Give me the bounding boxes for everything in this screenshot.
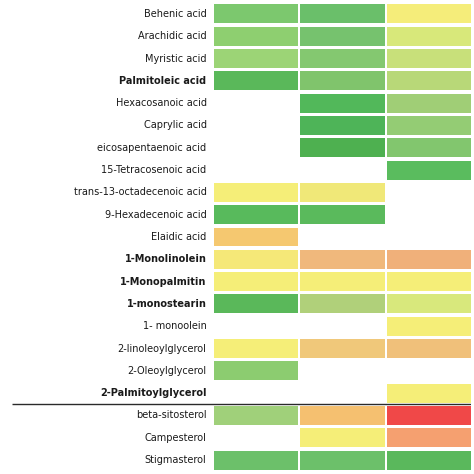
Bar: [387, 116, 471, 135]
Bar: [300, 294, 384, 313]
Bar: [300, 72, 384, 91]
Bar: [387, 161, 471, 180]
Bar: [214, 49, 298, 68]
Bar: [387, 27, 471, 46]
Text: 1-Monolinolein: 1-Monolinolein: [125, 255, 207, 264]
Text: 1- monoolein: 1- monoolein: [143, 321, 207, 331]
Text: Caprylic acid: Caprylic acid: [144, 120, 207, 130]
Bar: [214, 339, 298, 358]
Bar: [387, 317, 471, 336]
Bar: [214, 27, 298, 46]
Bar: [387, 138, 471, 157]
Bar: [214, 451, 298, 470]
Text: Behenic acid: Behenic acid: [144, 9, 207, 19]
Bar: [214, 406, 298, 425]
Text: 2-Palmitoylglycerol: 2-Palmitoylglycerol: [100, 388, 207, 398]
Bar: [387, 451, 471, 470]
Bar: [300, 94, 384, 113]
Bar: [387, 294, 471, 313]
Bar: [300, 406, 384, 425]
Bar: [387, 94, 471, 113]
Text: Campesterol: Campesterol: [145, 433, 207, 443]
Text: Myristic acid: Myristic acid: [145, 54, 207, 64]
Bar: [300, 428, 384, 447]
Bar: [387, 49, 471, 68]
Bar: [300, 272, 384, 291]
Text: Hexacosanoic acid: Hexacosanoic acid: [116, 98, 207, 108]
Bar: [214, 294, 298, 313]
Text: beta-sitosterol: beta-sitosterol: [136, 410, 207, 420]
Text: Palmitoleic acid: Palmitoleic acid: [119, 76, 207, 86]
Bar: [214, 228, 298, 246]
Bar: [387, 72, 471, 91]
Text: 15-Tetracosenoic acid: 15-Tetracosenoic acid: [101, 165, 207, 175]
Bar: [300, 451, 384, 470]
Bar: [300, 116, 384, 135]
Text: 9-Hexadecenoic acid: 9-Hexadecenoic acid: [105, 210, 207, 219]
Bar: [214, 205, 298, 224]
Bar: [214, 361, 298, 380]
Text: Stigmasterol: Stigmasterol: [145, 455, 207, 465]
Bar: [387, 383, 471, 402]
Bar: [214, 72, 298, 91]
Text: 2-linoleoylglycerol: 2-linoleoylglycerol: [118, 344, 207, 354]
Bar: [387, 406, 471, 425]
Text: 2-Oleoylglycerol: 2-Oleoylglycerol: [128, 366, 207, 376]
Text: 1-Monopalmitin: 1-Monopalmitin: [120, 277, 207, 287]
Bar: [214, 4, 298, 23]
Bar: [300, 138, 384, 157]
Bar: [214, 183, 298, 202]
Bar: [387, 272, 471, 291]
Bar: [300, 4, 384, 23]
Text: 1-monostearin: 1-monostearin: [127, 299, 207, 309]
Bar: [300, 27, 384, 46]
Text: Elaidic acid: Elaidic acid: [151, 232, 207, 242]
Bar: [300, 205, 384, 224]
Bar: [387, 4, 471, 23]
Bar: [300, 183, 384, 202]
Bar: [300, 339, 384, 358]
Bar: [387, 339, 471, 358]
Text: trans-13-octadecenoic acid: trans-13-octadecenoic acid: [73, 187, 207, 197]
Bar: [214, 272, 298, 291]
Bar: [387, 428, 471, 447]
Bar: [300, 250, 384, 269]
Bar: [387, 250, 471, 269]
Text: Arachidic acid: Arachidic acid: [138, 31, 207, 41]
Text: eicosapentaenoic acid: eicosapentaenoic acid: [98, 143, 207, 153]
Bar: [214, 250, 298, 269]
Bar: [300, 49, 384, 68]
